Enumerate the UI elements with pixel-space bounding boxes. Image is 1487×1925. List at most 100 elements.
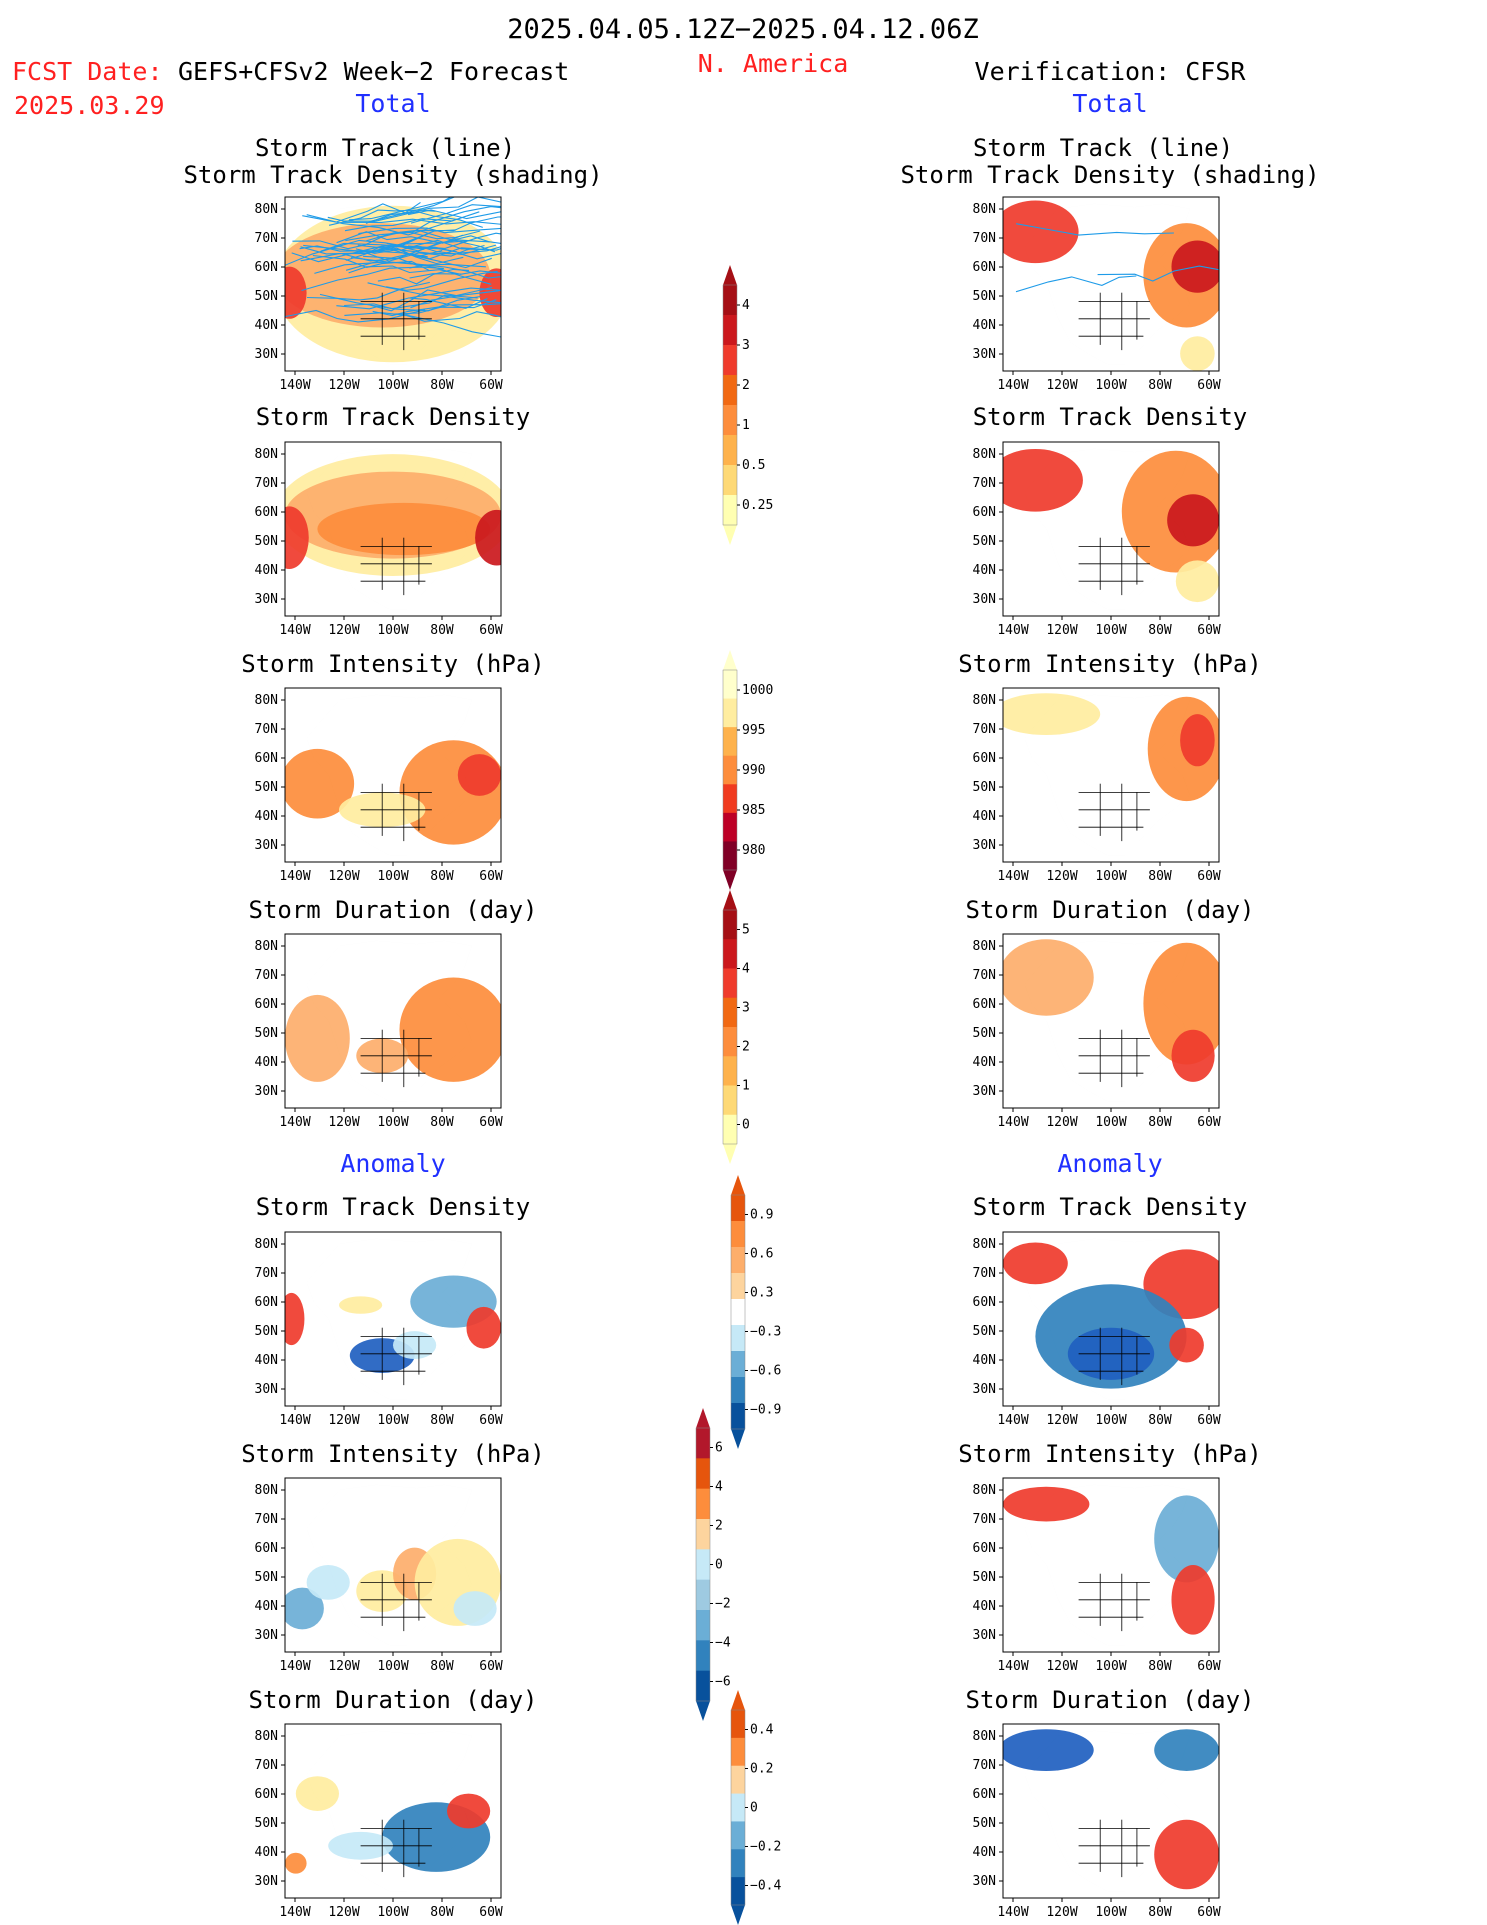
- storm-track-line: [399, 311, 501, 322]
- lon-tick-label: 80W: [430, 1115, 454, 1130]
- storm-track-line: [386, 270, 498, 291]
- map-panel: 80N 70N 60N 50N 40N 30N 140W 120W 100W 80W 60W: [973, 687, 1221, 884]
- lon-tick-label: 120W: [328, 1905, 359, 1920]
- lon-tick-label: 120W: [328, 1659, 359, 1674]
- storm-track-line: [1015, 275, 1137, 293]
- colorbar-swatch: [731, 1273, 745, 1300]
- colorbar-swatch: [723, 997, 737, 1028]
- shading-area: [317, 502, 491, 556]
- colorbar-swatch: [696, 1488, 710, 1520]
- lat-tick-label: 50N: [255, 1570, 278, 1585]
- colorbar-swatch: [723, 315, 737, 346]
- lon-tick-label: 60W: [479, 1659, 503, 1674]
- lat-tick-label: 70N: [255, 1266, 278, 1281]
- lon-tick-label: 60W: [479, 1413, 503, 1428]
- lat-tick-label: 70N: [973, 476, 996, 491]
- shading-area: [1003, 200, 1079, 264]
- lon-tick-label: 120W: [1046, 1413, 1077, 1428]
- lat-tick-label: 30N: [255, 1084, 278, 1099]
- colorbar-label: 980: [742, 843, 765, 858]
- map-panel: 80N 70N 60N 50N 40N 30N 140W 120W 100W 80W 60W: [255, 1231, 503, 1428]
- lon-tick-label: 120W: [328, 378, 359, 393]
- storm-track-line: [358, 227, 501, 235]
- colorbar-label: −2: [715, 1597, 731, 1612]
- lon-tick-label: 120W: [328, 1115, 359, 1130]
- colorbar-top-arrow: [731, 1690, 745, 1710]
- lon-tick-label: 140W: [997, 869, 1028, 884]
- shading-area: [1003, 939, 1094, 1016]
- colorbar-swatch: [731, 1351, 745, 1378]
- colorbar-swatch: [731, 1765, 745, 1795]
- colorbar-bottom-arrow: [731, 1429, 745, 1449]
- colorbar-swatch: [696, 1610, 710, 1641]
- coastline: [307, 1485, 472, 1645]
- colorbar-swatch: [696, 1519, 710, 1550]
- colorbar-label: 1: [742, 418, 750, 433]
- colorbar-swatch: [723, 375, 737, 406]
- colorbar-swatch: [723, 841, 737, 871]
- colorbar-swatch: [723, 1114, 737, 1145]
- storm-track-line: [370, 286, 493, 312]
- colorbar-swatch: [731, 1195, 745, 1222]
- colorbar-swatch: [731, 1710, 745, 1739]
- coastline: [307, 941, 472, 1101]
- colorbar-label: 1: [742, 1079, 750, 1094]
- lat-tick-label: 50N: [973, 1324, 996, 1339]
- storm-track-line: [344, 312, 501, 338]
- lat-tick-label: 50N: [255, 534, 278, 549]
- lon-tick-label: 120W: [1046, 1905, 1077, 1920]
- panel-title-track-shading-right: Storm Track Density (shading): [900, 161, 1319, 189]
- storm-track-line: [365, 211, 483, 228]
- colorbar-label: 0.2: [750, 1762, 773, 1777]
- lat-tick-label: 50N: [255, 1324, 278, 1339]
- colorbar-swatch: [696, 1640, 710, 1672]
- shading-area: [285, 748, 355, 819]
- coastline: [307, 1731, 472, 1891]
- panel-title-intensity-right: Storm Intensity (hPa): [958, 650, 1261, 678]
- lon-tick-label: 60W: [479, 378, 503, 393]
- lon-tick-label: 100W: [1095, 1413, 1126, 1428]
- colorbar-swatch: [696, 1549, 710, 1581]
- lat-tick-label: 30N: [255, 1874, 278, 1889]
- lon-tick-label: 80W: [1148, 1115, 1172, 1130]
- colorbar-swatch: [723, 465, 737, 496]
- colorbar-swatch: [723, 698, 737, 728]
- panel-title-anom-density-right: Storm Track Density: [973, 1193, 1248, 1221]
- panel-title-anom-duration-right: Storm Duration (day): [966, 1686, 1255, 1714]
- lon-tick-label: 60W: [479, 1115, 503, 1130]
- shading-area: [1154, 1819, 1219, 1890]
- colorbar-bottom-arrow: [723, 1144, 737, 1164]
- lon-tick-label: 80W: [430, 623, 454, 638]
- colorbar-swatch: [731, 1403, 745, 1430]
- lon-tick-label: 60W: [1197, 869, 1221, 884]
- lat-tick-label: 70N: [255, 231, 278, 246]
- shading-area: [285, 1587, 324, 1630]
- colorbar-label: 2: [742, 378, 750, 393]
- storm-track-line: [348, 197, 452, 221]
- coastline: [1025, 1239, 1190, 1399]
- lon-tick-label: 120W: [328, 1413, 359, 1428]
- storm-track-line: [345, 247, 482, 271]
- colorbar-label: 5: [742, 923, 750, 938]
- lat-tick-label: 50N: [255, 780, 278, 795]
- shading-area: [1154, 1495, 1219, 1583]
- panel-title-duration-left: Storm Duration (day): [249, 896, 538, 924]
- map-panel: 80N 70N 60N 50N 40N 30N 140W 120W 100W 80W 60W: [255, 1477, 503, 1674]
- lat-tick-label: 80N: [973, 1483, 996, 1498]
- coastline: [1025, 941, 1190, 1101]
- lat-tick-label: 30N: [973, 1874, 996, 1889]
- colorbar-top-arrow: [723, 650, 737, 670]
- colorbar-anom-duration: 0.4 0.2 0 −0.2 −0.4: [730, 1690, 781, 1925]
- storm-track-line: [407, 232, 501, 249]
- lat-tick-label: 80N: [973, 1237, 996, 1252]
- shading-area: [1154, 1729, 1219, 1771]
- colorbar-label: 0: [715, 1558, 723, 1573]
- panel-title-anom-density-left: Storm Track Density: [256, 1193, 531, 1221]
- fcst-date-label: FCST Date:: [12, 57, 163, 86]
- panel-title-density-left: Storm Track Density: [256, 403, 531, 431]
- colorbar-swatch: [731, 1299, 745, 1326]
- lat-tick-label: 50N: [973, 534, 996, 549]
- colorbar-label: 4: [715, 1480, 723, 1495]
- lon-tick-label: 140W: [997, 378, 1028, 393]
